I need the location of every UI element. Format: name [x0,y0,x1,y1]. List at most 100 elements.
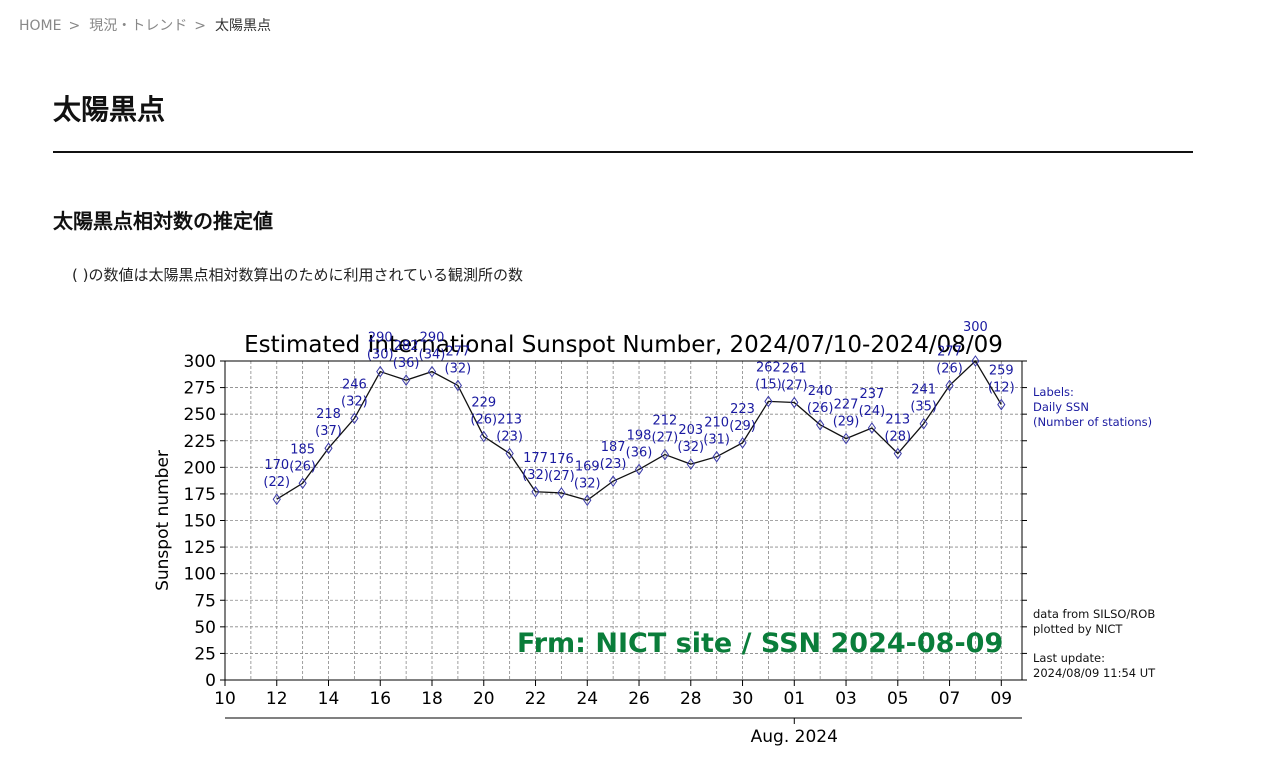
data-point [686,458,695,471]
data-label: 176 [549,452,574,467]
data-point [453,379,463,392]
x-tick-label: 03 [835,689,857,709]
data-label-stations: (29) [729,419,756,434]
data-label-stations: (27) [548,469,575,484]
breadcrumb: HOME > 現況・トレンド > 太陽黒点 [19,15,271,35]
data-point [660,448,670,461]
data-label: 262 [756,360,781,375]
legend-text: Labels: [1033,385,1074,399]
section-title: 太陽黒点相対数の推定値 [53,209,273,233]
breadcrumb-link-trends[interactable]: 現況・トレンド [89,18,188,34]
data-point [531,485,540,498]
data-label-stations: (32) [341,394,368,409]
data-label-stations: (29) [833,415,860,430]
data-label-stations: (23) [600,457,627,472]
y-tick-label: 150 [184,512,216,532]
data-point [402,374,411,387]
data-point [790,396,799,409]
data-label: 259 [989,364,1014,379]
data-label: 213 [497,413,522,428]
breadcrumb-current: 太陽黒点 [214,18,271,34]
y-tick-label: 225 [184,432,216,452]
data-label-stations: (23) [496,430,523,445]
data-label-stations: (37) [315,424,342,439]
x-tick-label: 28 [680,689,702,709]
data-label-stations: (32) [677,440,704,455]
footer-note: Last update: [1033,651,1105,665]
x-tick-label: 18 [421,689,443,709]
data-label: 261 [782,361,807,376]
breadcrumb-separator: > [194,18,206,34]
y-tick-label: 275 [184,379,216,399]
data-label: 290 [368,331,393,346]
data-label-stations: (31) [703,433,730,448]
legend-text: (Number of stations) [1033,415,1152,429]
chart-title: Estimated International Sunspot Number, … [244,332,1003,358]
x-tick-label: 12 [266,689,288,709]
data-point [738,437,747,449]
data-label: 241 [911,383,936,398]
data-label: 223 [730,402,755,417]
data-label: 246 [342,377,367,392]
data-label-stations: (26) [807,401,834,416]
data-point [893,447,902,460]
y-tick-label: 25 [194,644,216,664]
data-label-stations: (36) [626,445,653,460]
data-label-stations: (34) [419,348,446,363]
data-label-stations: (26) [289,459,316,474]
y-tick-label: 100 [184,565,216,585]
data-label-stations: (27) [781,378,808,393]
data-label: 169 [575,459,600,474]
data-point [350,412,359,425]
data-label: 300 [963,320,988,335]
data-label: 218 [316,407,341,422]
data-label: 198 [627,428,652,443]
data-label: 282 [394,339,419,354]
x-tick-label: 20 [473,689,495,709]
data-label: 277 [937,344,962,359]
data-label: 212 [652,414,677,429]
footer-note: data from SILSO/ROB [1033,607,1155,621]
x-tick-label: 01 [783,689,805,709]
data-point [816,418,825,431]
data-label: 237 [860,387,885,402]
data-point [609,475,618,488]
data-label: 229 [471,395,496,410]
x-tick-label: 22 [525,689,547,709]
data-label-stations: (12) [988,381,1015,396]
data-label: 290 [420,331,445,346]
y-tick-label: 125 [184,538,216,558]
data-label-stations: (22) [263,475,290,490]
data-label: 185 [290,442,315,457]
chart-note: ( )の数値は太陽黒点相対数算出のために利用されている観測所の数 [72,266,524,284]
data-point [634,463,644,476]
data-point [298,477,307,490]
plot-frame [224,360,1023,681]
data-label: 240 [808,384,833,399]
x-tick-label: 26 [628,689,650,709]
x-tick-label: 10 [214,689,236,709]
y-tick-label: 75 [194,591,216,611]
data-point [557,486,566,499]
data-point [272,493,281,506]
y-tick-label: 50 [194,618,216,638]
y-tick-label: 300 [184,352,216,372]
y-tick-label: 0 [205,671,216,691]
data-label: 227 [834,398,859,413]
data-label: 277 [445,344,470,359]
x-tick-label: 24 [576,689,598,709]
y-tick-label: 175 [184,485,216,505]
data-label-stations: (32) [574,476,601,491]
legend-text: Daily SSN [1033,400,1089,414]
data-label-stations: (32) [522,468,549,483]
breadcrumb-link-home[interactable]: HOME [19,18,62,34]
data-point [324,442,333,455]
data-point [427,365,437,378]
y-axis-label: Sunspot number [153,450,173,591]
data-point [764,395,773,408]
data-label-stations: (30) [367,348,394,363]
y-tick-label: 200 [184,458,216,478]
x-tick-label: 14 [318,689,340,709]
data-label-stations: (35) [910,400,937,415]
